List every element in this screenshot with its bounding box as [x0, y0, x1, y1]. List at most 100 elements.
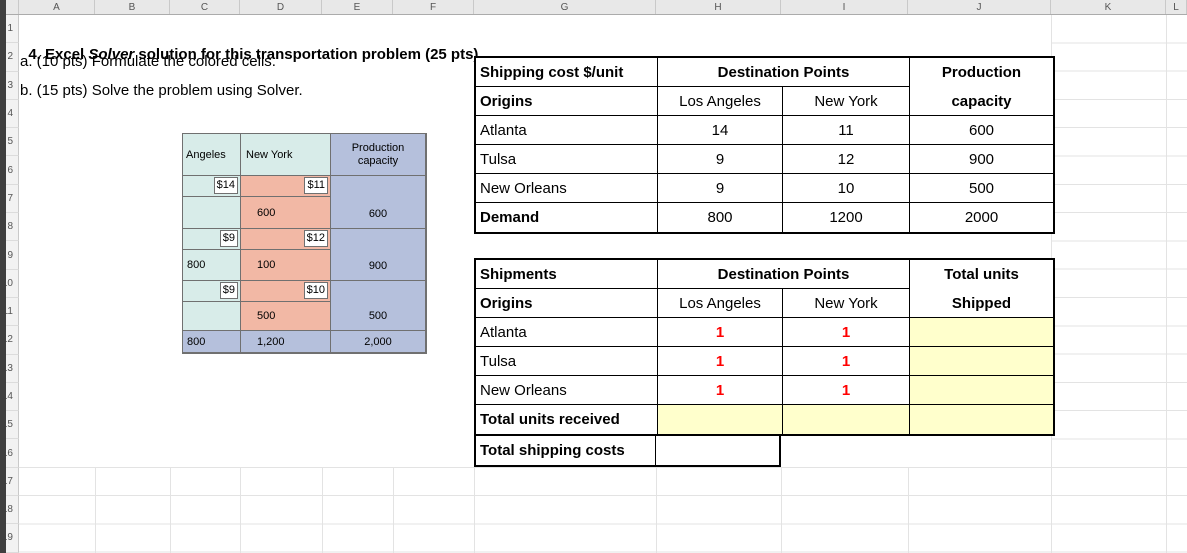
tableau-capacity-tulsa[interactable]: 900 [331, 229, 426, 281]
tableau-capacity-line2: capacity [357, 154, 399, 167]
cost-production-capacity-cell[interactable]: Production capacity [910, 58, 1053, 116]
column-header-row: A B C D E F G H I J K L [0, 0, 1187, 15]
cost-table: Shipping cost $/unit Destination Points … [474, 56, 1055, 234]
cost-neworleans-la-cell[interactable]: 9 [658, 174, 783, 203]
received-grand-total-cell[interactable] [910, 405, 1053, 434]
capacity-neworleans-cell[interactable]: 500 [910, 174, 1053, 203]
column-header-l[interactable]: L [1166, 0, 1187, 14]
column-header-e[interactable]: E [322, 0, 393, 14]
tableau-cost-neworleans-ny[interactable]: $10 [241, 281, 331, 302]
total-shipping-costs-label-cell[interactable]: Total shipping costs [474, 434, 656, 467]
shipment-neworleans-ny-cell[interactable]: 1 [783, 376, 910, 405]
cost-table-title-cell[interactable]: Shipping cost $/unit [476, 58, 658, 87]
cell-problem-title[interactable]: 4. Excel Solver solution for this transp… [20, 22, 478, 63]
cost-tulsa-la-cell[interactable]: 9 [658, 145, 783, 174]
tableau-qty-tulsa-la[interactable]: 800 [183, 250, 241, 281]
cost-tulsa-ny-cell[interactable]: 12 [783, 145, 910, 174]
column-header-f[interactable]: F [393, 0, 474, 14]
tableau-cost-atlanta-la[interactable]: $14 [183, 176, 241, 197]
capacity-atlanta-cell[interactable]: 600 [910, 116, 1053, 145]
shipments-origin-neworleans-cell[interactable]: New Orleans [476, 376, 658, 405]
shipped-total-tulsa-cell[interactable] [910, 347, 1053, 376]
demand-label-cell[interactable]: Demand [476, 203, 658, 232]
cost-neworleans-ny-cell[interactable]: 10 [783, 174, 910, 203]
shipments-dest-losangeles-cell[interactable]: Los Angeles [658, 289, 783, 318]
transportation-tableau: Angeles New York Production capacity $14… [182, 133, 427, 354]
tableau-qty-atlanta-la[interactable] [183, 197, 241, 229]
cell-instruction-a[interactable]: a. (10 pts) Formulate the colored cells. [20, 53, 276, 70]
column-header-a[interactable]: A [19, 0, 95, 14]
row-header-column: 1 2 3 4 5 6 7 8 9 10 11 12 13 14 15 16 1… [0, 15, 19, 553]
cost-dest-newyork-cell[interactable]: New York [783, 87, 910, 116]
column-header-d[interactable]: D [240, 0, 322, 14]
cell-instruction-b[interactable]: b. (15 pts) Solve the problem using Solv… [20, 82, 303, 99]
cost-atlanta-la-cell[interactable]: 14 [658, 116, 783, 145]
tableau-qty-neworleans-ny[interactable]: 500 [241, 302, 331, 331]
tableau-cost-tulsa-ny[interactable]: $12 [241, 229, 331, 250]
shipment-atlanta-la-cell[interactable]: 1 [658, 318, 783, 347]
demand-total-cell[interactable]: 2000 [910, 203, 1053, 232]
total-shipping-costs-value-cell[interactable] [656, 434, 781, 467]
shipments-title-cell[interactable]: Shipments [476, 260, 658, 289]
shipment-atlanta-ny-cell[interactable]: 1 [783, 318, 910, 347]
column-header-b[interactable]: B [95, 0, 170, 14]
shipments-dest-newyork-cell[interactable]: New York [783, 289, 910, 318]
cost-origin-neworleans-cell[interactable]: New Orleans [476, 174, 658, 203]
cost-tag: $12 [303, 230, 328, 247]
tableau-demand-la[interactable]: 800 [183, 331, 241, 353]
shipped-total-atlanta-cell[interactable] [910, 318, 1053, 347]
column-header-j[interactable]: J [908, 0, 1051, 14]
cost-dest-losangeles-cell[interactable]: Los Angeles [658, 87, 783, 116]
cost-origin-tulsa-cell[interactable]: Tulsa [476, 145, 658, 174]
total-units-shipped-header-cell[interactable]: Total units Shipped [910, 260, 1053, 318]
column-header-c[interactable]: C [170, 0, 240, 14]
cost-origins-cell[interactable]: Origins [476, 87, 658, 116]
column-header-h[interactable]: H [656, 0, 781, 14]
cost-destination-points-cell[interactable]: Destination Points [658, 58, 910, 87]
shipments-origin-atlanta-cell[interactable]: Atlanta [476, 318, 658, 347]
column-header-k[interactable]: K [1051, 0, 1166, 14]
demand-la-cell[interactable]: 800 [658, 203, 783, 232]
column-header-i[interactable]: I [781, 0, 908, 14]
tableau-header-angeles[interactable]: Angeles [183, 134, 241, 176]
shipment-tulsa-ny-cell[interactable]: 1 [783, 347, 910, 376]
tableau-cost-neworleans-la[interactable]: $9 [183, 281, 241, 302]
shipped-line: Shipped [951, 294, 1012, 312]
gridline-vertical [1166, 15, 1167, 553]
tableau-cost-tulsa-la[interactable]: $9 [183, 229, 241, 250]
shipments-origins-cell[interactable]: Origins [476, 289, 658, 318]
production-line: Production [941, 63, 1022, 81]
tableau-capacity-neworleans[interactable]: 500 [331, 281, 426, 331]
tableau-capacity-atlanta[interactable]: 600 [331, 176, 426, 229]
capacity-tulsa-cell[interactable]: 900 [910, 145, 1053, 174]
tableau-demand-total[interactable]: 2,000 [331, 331, 426, 353]
title-solver-word: Solver [88, 46, 135, 63]
tableau-qty-neworleans-la[interactable] [183, 302, 241, 331]
tableau-header-capacity[interactable]: Production capacity [331, 134, 426, 176]
tableau-qty-tulsa-ny[interactable]: 100 [241, 250, 331, 281]
shipments-origin-tulsa-cell[interactable]: Tulsa [476, 347, 658, 376]
select-all-corner[interactable] [0, 0, 19, 14]
cost-tag: $10 [303, 282, 328, 299]
cost-atlanta-ny-cell[interactable]: 11 [783, 116, 910, 145]
received-total-ny-cell[interactable] [783, 405, 910, 434]
tableau-qty-atlanta-ny[interactable]: 600 [241, 197, 331, 229]
shipment-neworleans-la-cell[interactable]: 1 [658, 376, 783, 405]
received-total-la-cell[interactable] [658, 405, 783, 434]
shipment-tulsa-la-cell[interactable]: 1 [658, 347, 783, 376]
demand-ny-cell[interactable]: 1200 [783, 203, 910, 232]
tableau-header-newyork[interactable]: New York [241, 134, 331, 176]
shipments-destination-points-cell[interactable]: Destination Points [658, 260, 910, 289]
total-units-received-label-cell[interactable]: Total units received [476, 405, 658, 434]
cost-tag: $9 [219, 230, 238, 247]
tableau-capacity-line1: Production [351, 141, 405, 154]
cost-tag: $11 [304, 177, 328, 194]
total-shipping-costs-row: Total shipping costs [474, 434, 781, 467]
column-header-g[interactable]: G [474, 0, 656, 14]
shipped-total-neworleans-cell[interactable] [910, 376, 1053, 405]
capacity-line: capacity [951, 92, 1012, 110]
cost-origin-atlanta-cell[interactable]: Atlanta [476, 116, 658, 145]
tableau-demand-ny[interactable]: 1,200 [241, 331, 331, 353]
window-left-edge [0, 0, 6, 553]
tableau-cost-atlanta-ny[interactable]: $11 [241, 176, 331, 197]
